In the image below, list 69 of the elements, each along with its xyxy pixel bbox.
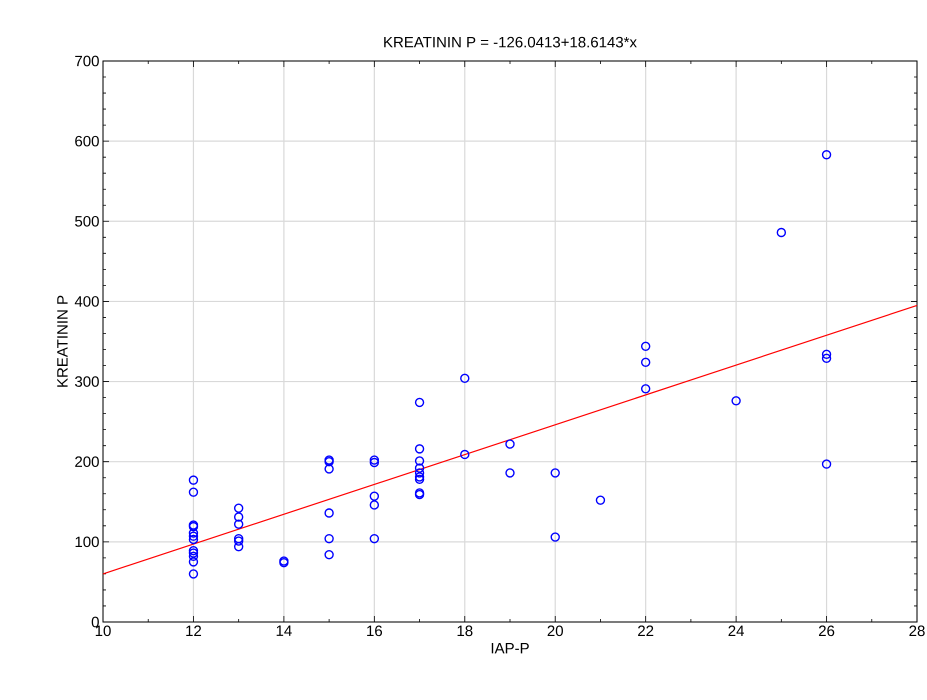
point: [414, 398, 424, 408]
point: [596, 495, 606, 505]
point: [188, 546, 198, 556]
point: [414, 444, 424, 454]
point: [822, 150, 832, 160]
x-tick-label: 18: [458, 626, 472, 636]
point: [324, 534, 334, 544]
point: [640, 384, 650, 394]
point: [640, 358, 650, 368]
point: [550, 468, 560, 478]
point: [414, 472, 424, 482]
point: [370, 534, 380, 544]
point: [460, 450, 470, 460]
y-tick-label: 300: [75, 376, 99, 387]
point: [370, 455, 380, 465]
point: [370, 458, 380, 468]
y-tick-label: 600: [75, 136, 99, 146]
point: [640, 342, 650, 351]
x-tick-label: 10: [96, 626, 111, 636]
point: [460, 374, 470, 384]
point: [776, 228, 786, 238]
point: [188, 532, 198, 541]
y-tick-label: 500: [75, 216, 99, 227]
x-tick-label: 22: [638, 626, 654, 636]
y-tick-label: 0: [92, 616, 99, 628]
point: [822, 354, 832, 364]
point: [234, 512, 244, 522]
x-tick-label: 28: [909, 626, 925, 636]
point: [324, 550, 334, 560]
point: [414, 463, 424, 473]
x-tick-label: 26: [818, 626, 834, 636]
point: [188, 557, 198, 567]
point: [370, 500, 380, 510]
point: [324, 464, 334, 474]
point: [188, 569, 198, 579]
y-tick-label: 200: [75, 456, 99, 468]
point: [234, 520, 244, 529]
y-tick-label: 700: [75, 56, 99, 66]
point: [550, 532, 560, 542]
point: [324, 508, 334, 518]
x-tick-label: 12: [186, 626, 202, 636]
point: [822, 350, 832, 360]
point: [414, 468, 424, 478]
point: [188, 534, 198, 544]
point: [370, 491, 380, 501]
y-tick-label: 100: [76, 536, 99, 548]
point: [188, 552, 198, 561]
point: [188, 475, 198, 485]
x-tick-label: 16: [367, 626, 382, 636]
x-tick-label: 24: [728, 626, 744, 636]
point: [505, 468, 515, 478]
point: [188, 528, 198, 538]
point: [234, 503, 244, 513]
point: [188, 548, 198, 558]
x-tick-label: 14: [276, 626, 292, 636]
point: [234, 534, 244, 544]
point: [505, 439, 515, 449]
chart-title: KREATININ P = -126.0413+18.6143*x: [384, 36, 637, 48]
x-tick-label: 20: [548, 626, 563, 636]
point: [822, 459, 832, 469]
y-axis-title: KREATININ P: [57, 296, 68, 387]
y-tick-label: 400: [74, 296, 99, 307]
point: [731, 396, 741, 406]
point: [414, 474, 424, 484]
point: [414, 456, 424, 466]
point: [234, 536, 244, 546]
point: [234, 542, 244, 552]
x-axis-title: IAP-P: [492, 643, 529, 654]
point: [188, 487, 198, 497]
